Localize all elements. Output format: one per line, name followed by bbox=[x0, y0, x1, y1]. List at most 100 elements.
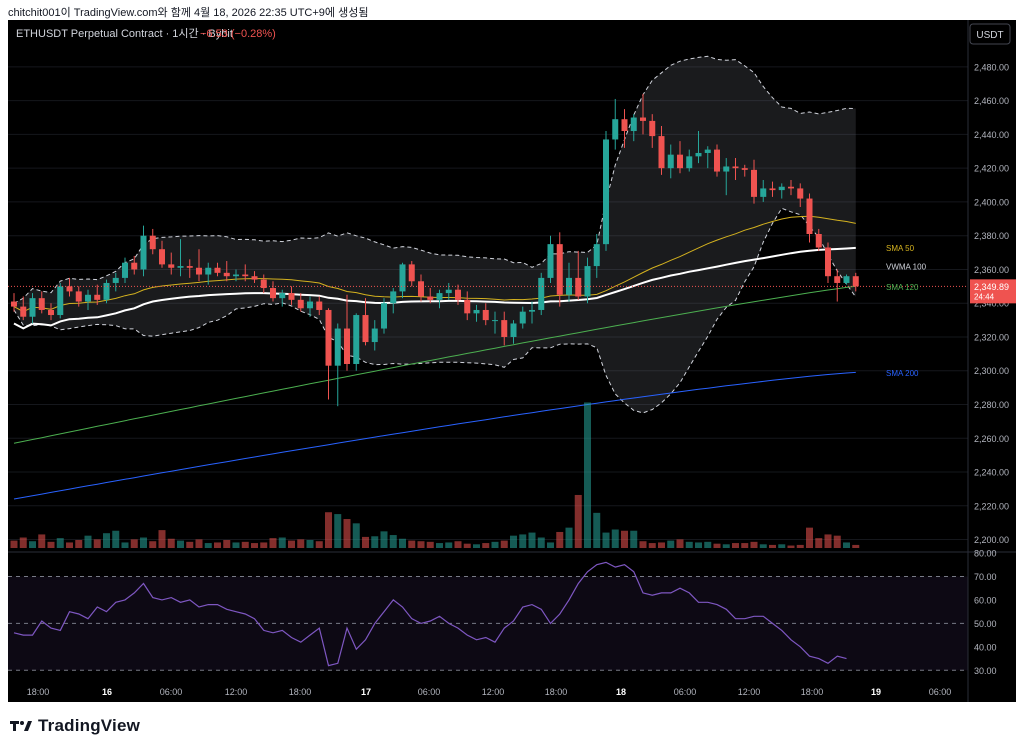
indicator-labels: SMA 50 VWMA 100 SMA 120 SMA 200 bbox=[886, 244, 927, 378]
sma-200-line bbox=[13, 371, 856, 500]
candle-body bbox=[38, 298, 45, 310]
candle-body bbox=[149, 235, 156, 250]
candle-body bbox=[760, 188, 767, 197]
volume-bar bbox=[769, 544, 776, 548]
candle-body bbox=[843, 276, 850, 283]
candle-body bbox=[612, 119, 619, 140]
volume-bar bbox=[436, 543, 443, 548]
volume-bar bbox=[121, 542, 129, 548]
volume-bar bbox=[750, 541, 758, 548]
candle-body bbox=[57, 286, 64, 316]
last-price-countdown: 24:44 bbox=[974, 292, 995, 301]
candle-body bbox=[362, 315, 369, 343]
candle-body bbox=[427, 296, 434, 300]
time-tick-label: 18:00 bbox=[27, 687, 50, 697]
sma-120-line bbox=[13, 285, 856, 444]
vwma-100-label: VWMA 100 bbox=[886, 263, 927, 272]
price-tick-label: 2,420.00 bbox=[974, 164, 1009, 174]
candle-body bbox=[270, 288, 276, 299]
time-tick-label: 12:00 bbox=[738, 687, 761, 697]
time-tick-label: 18 bbox=[616, 687, 626, 697]
candle-body bbox=[473, 309, 480, 314]
volume-bar bbox=[491, 541, 499, 548]
candle-body bbox=[48, 309, 54, 316]
volume-bar bbox=[833, 535, 841, 548]
volume-bar bbox=[648, 543, 656, 548]
candle-body bbox=[223, 272, 230, 277]
volume-bar bbox=[528, 532, 536, 548]
volume-bar bbox=[10, 540, 18, 548]
candle-body bbox=[788, 186, 794, 189]
volume-bar bbox=[685, 541, 693, 548]
volume-bar bbox=[704, 541, 712, 548]
volume-bar bbox=[408, 540, 416, 548]
volume-bar bbox=[815, 538, 823, 548]
price-tick-label: 2,300.00 bbox=[974, 366, 1009, 376]
volume-bar bbox=[426, 541, 434, 548]
candle-body bbox=[168, 264, 175, 268]
time-tick-label: 16 bbox=[102, 687, 112, 697]
volume-bar bbox=[639, 541, 647, 548]
candle-body bbox=[519, 311, 526, 324]
candle-body bbox=[640, 117, 646, 121]
chart-header: ETHUSDT Perpetual Contract · 1시간 · Bybit… bbox=[16, 23, 1011, 45]
bollinger-upper-line bbox=[13, 55, 856, 304]
volume-bar bbox=[103, 533, 110, 548]
candle-body bbox=[778, 186, 785, 191]
bollinger-lower-line bbox=[13, 207, 857, 414]
tradingview-logo-icon bbox=[10, 721, 32, 731]
rsi-tick-label: 60.00 bbox=[974, 595, 997, 605]
candle-body bbox=[529, 309, 535, 312]
candle-body bbox=[445, 289, 452, 294]
currency-button[interactable]: USDT bbox=[969, 23, 1011, 45]
volume-bar bbox=[19, 537, 27, 548]
chart-frame[interactable]: 80.00 70.00 60.00 50.00 40.00 30.00 2,480.00 2… bbox=[8, 20, 1016, 702]
candle-body bbox=[316, 301, 323, 310]
price-tick-label: 2,220.00 bbox=[974, 501, 1009, 511]
volume-bar bbox=[371, 536, 379, 548]
candle-body bbox=[140, 235, 147, 270]
time-tick-label: 06:00 bbox=[418, 687, 441, 697]
time-tick-label: 18:00 bbox=[289, 687, 312, 697]
price-tick-label: 2,200.00 bbox=[974, 535, 1009, 545]
tradingview-logo[interactable]: TradingView bbox=[10, 716, 140, 736]
volume-bar bbox=[269, 538, 277, 548]
volume-bar bbox=[195, 539, 203, 548]
candle-body bbox=[714, 149, 720, 172]
candle-body bbox=[251, 276, 258, 280]
candle-body bbox=[371, 328, 378, 343]
candle-body bbox=[103, 282, 110, 300]
volume-bar bbox=[713, 543, 721, 548]
volume-bar bbox=[112, 530, 120, 548]
rsi-tick-label: 50.00 bbox=[974, 619, 997, 629]
candle-body bbox=[510, 323, 517, 337]
candle-body bbox=[695, 152, 702, 157]
candle-body bbox=[75, 291, 82, 302]
volume-bar bbox=[186, 541, 194, 548]
candle-body bbox=[649, 120, 656, 137]
candle-body bbox=[501, 320, 508, 337]
candle-body bbox=[686, 156, 693, 169]
volume-bar bbox=[204, 543, 212, 548]
volume-bar bbox=[232, 542, 240, 548]
price-tick-label: 2,240.00 bbox=[974, 468, 1009, 478]
volume-bar bbox=[130, 539, 138, 548]
volume-bar bbox=[93, 539, 101, 548]
volume-bar bbox=[66, 542, 73, 548]
volume-bar bbox=[306, 539, 314, 548]
volume-bar bbox=[482, 543, 490, 548]
volume-bar bbox=[38, 534, 46, 548]
volume-bar bbox=[417, 541, 425, 548]
rsi-tick-label: 80.00 bbox=[974, 549, 997, 559]
price-tick-label: 2,400.00 bbox=[974, 197, 1009, 207]
candle-body bbox=[279, 293, 286, 299]
price-change: −6.53 (−0.28%) bbox=[200, 28, 276, 40]
rsi-tick-label: 30.00 bbox=[974, 666, 997, 676]
volume-bar bbox=[852, 544, 860, 548]
volume-bar bbox=[778, 544, 786, 548]
price-axis: 2,480.00 2,460.00 2,440.00 2,420.00 2,400.00… bbox=[8, 62, 1016, 545]
sma-50-label: SMA 50 bbox=[886, 244, 915, 253]
rsi-tick-label: 40.00 bbox=[974, 642, 997, 652]
candle-body bbox=[122, 262, 128, 278]
